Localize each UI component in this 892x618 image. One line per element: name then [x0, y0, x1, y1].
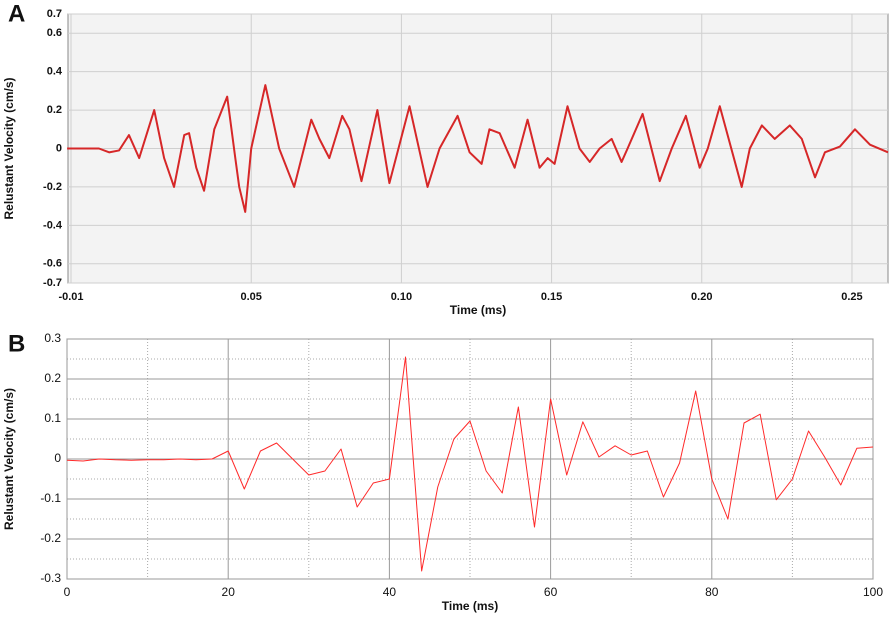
data-line — [67, 84, 889, 213]
y-tick-label: 0.2 — [47, 104, 62, 116]
x-tick-label: 0.10 — [391, 291, 412, 303]
y-axis-label: Relustant Velocity (cm/s) — [2, 77, 16, 219]
y-tick-label: -0.2 — [43, 181, 62, 193]
y-tick-label: 0.4 — [47, 66, 63, 78]
y-tick-label: 0.2 — [44, 371, 61, 385]
x-axis-label: Time (ms) — [450, 303, 506, 317]
y-tick-label: -0.1 — [40, 491, 61, 505]
x-tick-label: -0.01 — [58, 291, 83, 303]
y-tick-label: 0.7 — [47, 8, 62, 20]
panel: A-0.01 0.05 0.10 0.15 0.20 0.250.70.60.40.20-… — [2, 0, 889, 317]
panel-label: A — [8, 0, 25, 27]
x-tick-label: 20 — [222, 585, 236, 599]
y-axis-label: Relustant Velocity (cm/s) — [2, 388, 16, 530]
x-tick-label: 0.25 — [841, 291, 862, 303]
panel-label: B — [8, 330, 25, 357]
y-tick-label: 0.6 — [47, 27, 62, 39]
y-tick-label: -0.7 — [43, 277, 62, 289]
x-tick-label: 0.15 — [541, 291, 562, 303]
y-tick-label: -0.4 — [43, 219, 63, 231]
y-tick-label: 0 — [56, 142, 62, 154]
x-axis-label: Time (ms) — [442, 599, 498, 613]
x-tick-label: 0 — [64, 585, 71, 599]
x-tick-label: 0.20 — [691, 291, 712, 303]
y-tick-label: -0.3 — [40, 571, 61, 585]
y-tick-label: -0.2 — [40, 531, 61, 545]
x-tick-label: 100 — [863, 585, 883, 599]
panel: B 0 20 40 60 80 100 0.3 0.2 0.1 0 -0.1 -0.2 -0.3 Time … — [2, 330, 883, 613]
x-tick-label: 40 — [383, 585, 397, 599]
x-tick-label: 80 — [705, 585, 719, 599]
y-tick-label: 0.3 — [44, 331, 61, 345]
x-tick-label: 0.05 — [241, 291, 262, 303]
data-line — [66, 356, 874, 572]
y-tick-label: -0.6 — [43, 258, 62, 270]
y-tick-label: 0 — [54, 451, 61, 465]
x-tick-label: 60 — [544, 585, 558, 599]
y-tick-label: 0.1 — [44, 411, 61, 425]
